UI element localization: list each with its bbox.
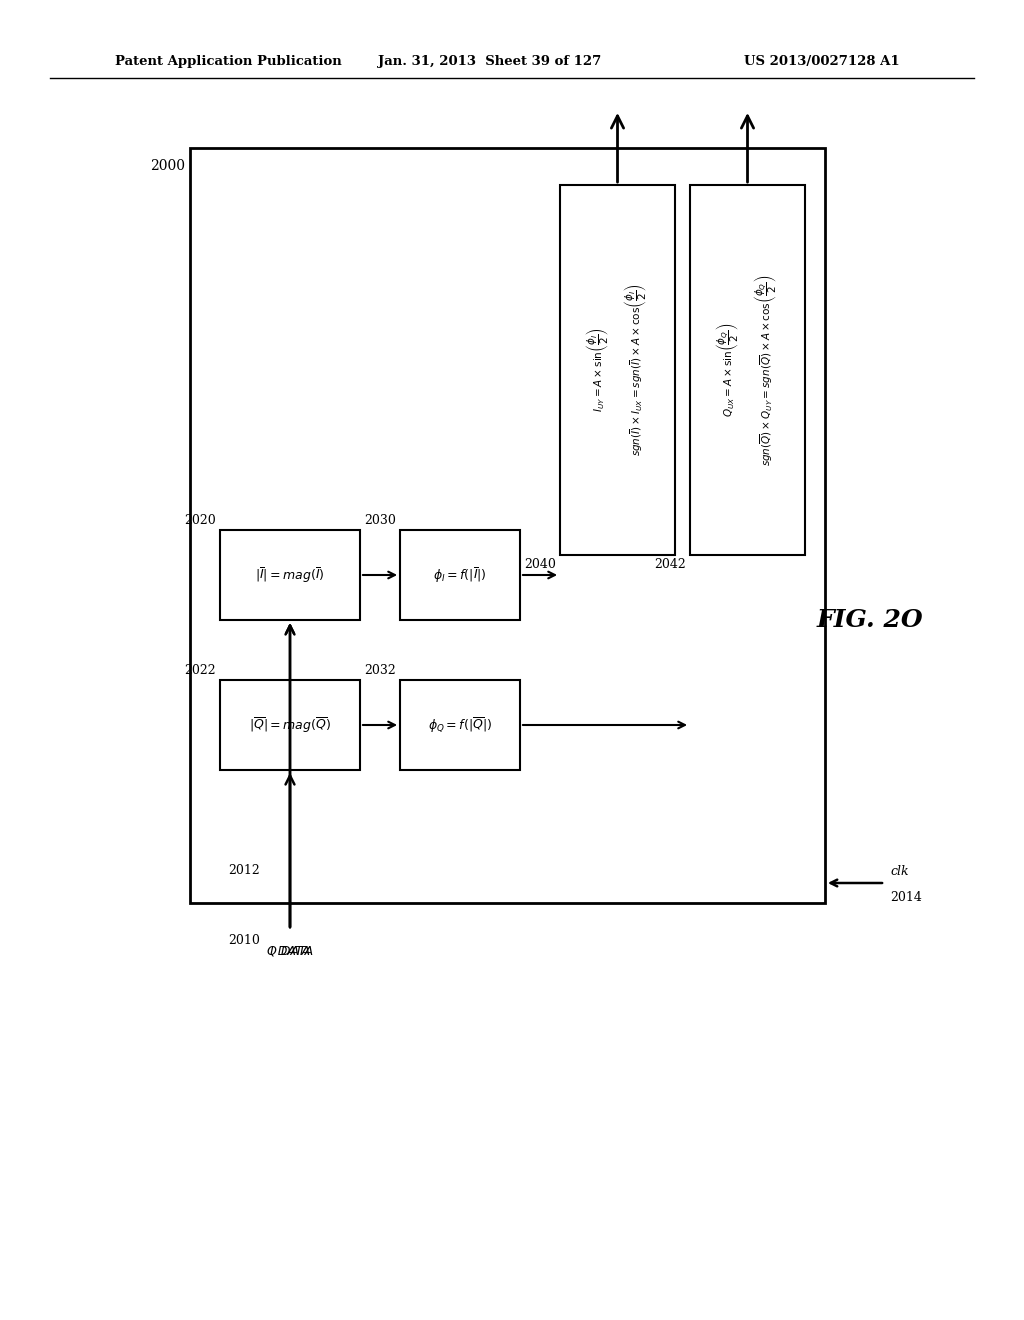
- Text: 2010: 2010: [228, 933, 260, 946]
- Text: $I_{UY} = A \times \sin\!\left(\dfrac{\phi_I}{2}\right)$: $I_{UY} = A \times \sin\!\left(\dfrac{\p…: [584, 327, 611, 412]
- Text: $\phi_I = f(|\overline{I}|)$: $\phi_I = f(|\overline{I}|)$: [433, 565, 486, 585]
- Text: I DATA: I DATA: [270, 945, 310, 958]
- Text: Patent Application Publication: Patent Application Publication: [115, 55, 342, 69]
- Text: 2000: 2000: [150, 158, 185, 173]
- Text: $sgn(\overline{Q}) \times Q_{UY} = sgn(\overline{Q}) \times A \times \cos\!\left: $sgn(\overline{Q}) \times Q_{UY} = sgn(\…: [752, 275, 779, 466]
- Bar: [190, 148, 825, 903]
- Text: 2020: 2020: [184, 513, 216, 527]
- Bar: [220, 680, 360, 770]
- Text: 2014: 2014: [890, 891, 922, 904]
- Text: Jan. 31, 2013  Sheet 39 of 127: Jan. 31, 2013 Sheet 39 of 127: [379, 55, 602, 69]
- Text: $sgn(\overline{I}) \times I_{UX} = sgn(\overline{I}) \times A \times \cos\!\left: $sgn(\overline{I}) \times I_{UX} = sgn(\…: [622, 284, 649, 457]
- Bar: [220, 531, 360, 620]
- Bar: [400, 680, 520, 770]
- Text: US 2013/0027128 A1: US 2013/0027128 A1: [744, 55, 900, 69]
- Text: $|\overline{I}|= mag(\overline{I})$: $|\overline{I}|= mag(\overline{I})$: [255, 565, 325, 585]
- Text: Q DATA: Q DATA: [267, 945, 313, 958]
- Bar: [690, 185, 805, 554]
- Text: 2030: 2030: [365, 513, 396, 527]
- Bar: [560, 185, 675, 554]
- Text: $\phi_Q = f(|\overline{Q}|)$: $\phi_Q = f(|\overline{Q}|)$: [428, 715, 493, 734]
- Text: clk: clk: [890, 865, 908, 878]
- Text: 2012: 2012: [228, 863, 260, 876]
- Text: FIG. 2O: FIG. 2O: [817, 609, 924, 632]
- Text: 2040: 2040: [524, 558, 556, 572]
- Text: 2022: 2022: [184, 664, 216, 677]
- Text: 2042: 2042: [654, 558, 686, 572]
- Bar: [400, 531, 520, 620]
- Text: $Q_{UX} = A \times \sin\!\left(\dfrac{\phi_Q}{2}\right)$: $Q_{UX} = A \times \sin\!\left(\dfrac{\p…: [714, 323, 741, 417]
- Text: 2032: 2032: [365, 664, 396, 677]
- Text: $|\overline{Q}|= mag(\overline{Q})$: $|\overline{Q}|= mag(\overline{Q})$: [249, 715, 331, 734]
